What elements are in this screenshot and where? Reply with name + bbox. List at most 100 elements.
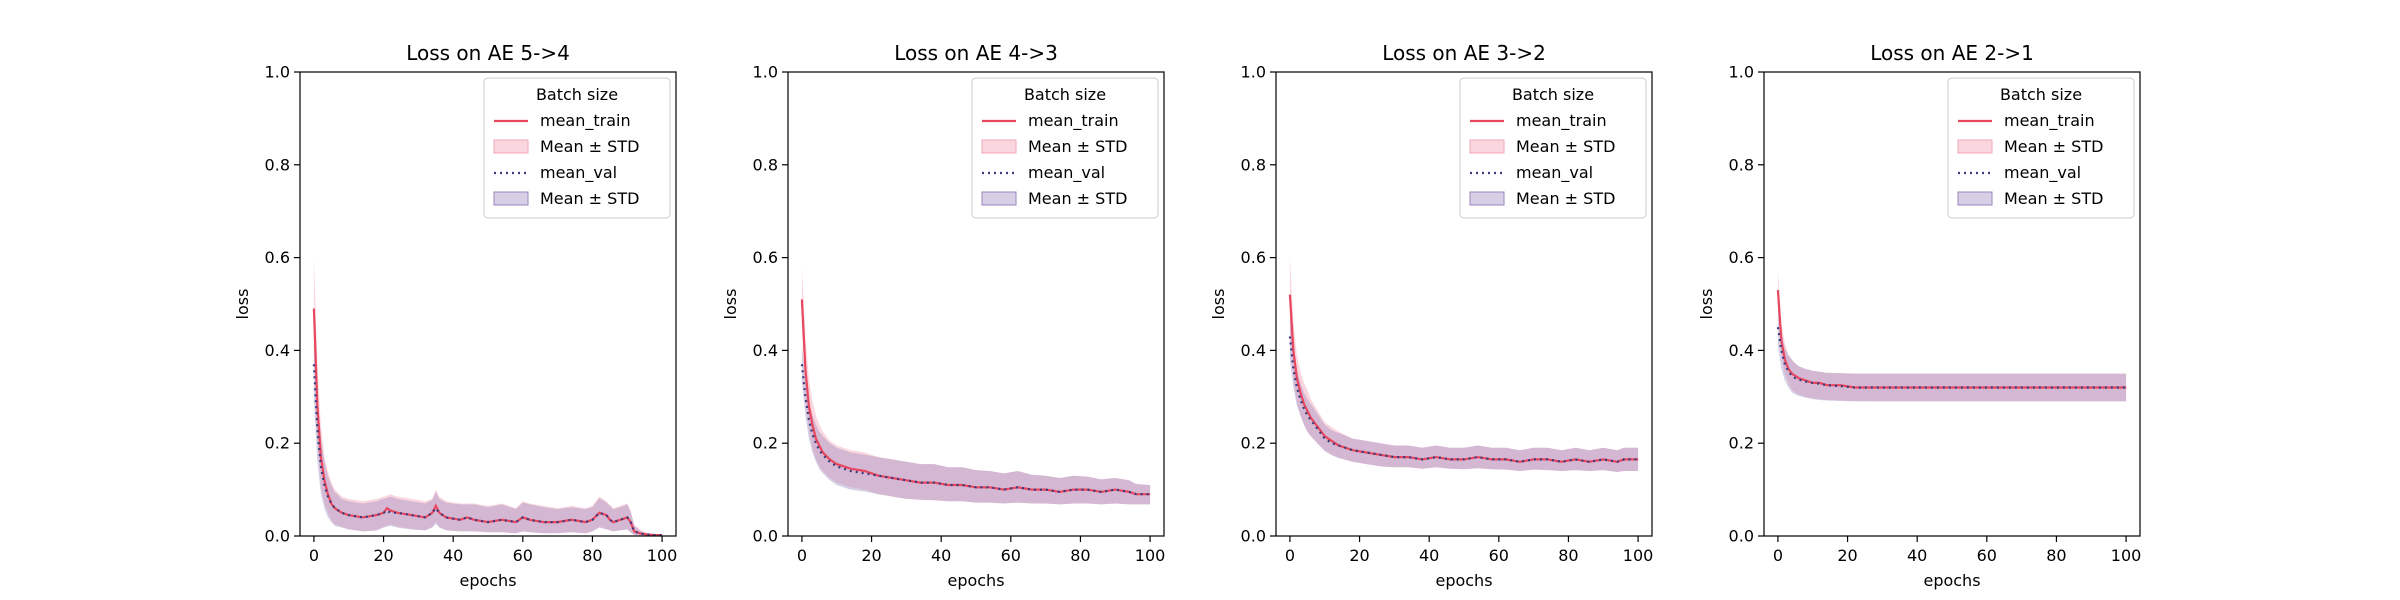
x-tick-label: 20 xyxy=(373,546,393,565)
val-std-band xyxy=(801,345,1151,505)
x-axis-label: epochs xyxy=(459,571,516,590)
legend-entry-label: mean_val xyxy=(1516,163,1593,183)
legend-entry-label: mean_train xyxy=(1028,111,1119,131)
legend-handle-val-band xyxy=(1957,191,1993,206)
legend-entry-label: Mean ± STD xyxy=(540,137,639,156)
legend-box xyxy=(483,77,671,219)
val-mean-line xyxy=(1776,327,2127,389)
y-tick-label: 0.0 xyxy=(1729,527,1754,546)
x-tick-label: 40 xyxy=(1419,546,1439,565)
axes-frame xyxy=(787,71,1165,537)
chart-title: Loss on AE 2->1 xyxy=(1870,41,2034,65)
legend-title: Batch size xyxy=(1512,85,1594,104)
y-tick-label: 0.6 xyxy=(1729,248,1754,267)
chart-panel-3: 0 20 40 60 80 100 0.0 0.2 0.4 0.6 0.8 1.0 Loss on AE… xyxy=(1209,41,1653,590)
y-tick-label: 1.0 xyxy=(753,63,778,82)
x-axis-label: epochs xyxy=(947,571,1004,590)
y-tick-label: 0.0 xyxy=(753,527,778,546)
legend: Batch size mean_train Mean ± STD mean_val Me… xyxy=(483,77,671,219)
axes-frame xyxy=(1763,71,2141,537)
legend-title: Batch size xyxy=(1024,85,1106,104)
legend-entry-label: Mean ± STD xyxy=(1028,137,1127,156)
x-tick-label: 0 xyxy=(797,546,807,565)
val-std-band xyxy=(313,327,663,536)
legend: Batch size mean_train Mean ± STD mean_val Me… xyxy=(1947,77,2135,219)
x-tick-label: 0 xyxy=(1285,546,1295,565)
legend-entry-label: Mean ± STD xyxy=(1516,137,1615,156)
x-tick-label: 20 xyxy=(1837,546,1857,565)
legend-entry-label: mean_val xyxy=(1028,163,1105,183)
legend-entry-label: mean_train xyxy=(540,111,631,131)
y-tick-label: 0.2 xyxy=(1241,434,1266,453)
chart-panel-2: 0 20 40 60 80 100 0.0 0.2 0.4 0.6 0.8 1.0 Loss on AE… xyxy=(721,41,1165,590)
chart-title: Loss on AE 3->2 xyxy=(1382,41,1546,65)
legend-title: Batch size xyxy=(2000,85,2082,104)
legend-handle-val-band xyxy=(981,191,1017,206)
y-tick-label: 0.2 xyxy=(1729,434,1754,453)
legend-box xyxy=(971,77,1159,219)
val-std-band xyxy=(1289,313,1639,472)
x-tick-label: 20 xyxy=(861,546,881,565)
x-tick-label: 60 xyxy=(1977,546,1997,565)
legend-handle-val-band xyxy=(493,191,529,206)
y-tick-label: 0.4 xyxy=(1241,341,1266,360)
x-tick-label: 80 xyxy=(1558,546,1578,565)
y-tick-label: 0.0 xyxy=(265,527,290,546)
legend-handle-train-band xyxy=(981,139,1017,154)
y-tick-label: 0.8 xyxy=(265,155,290,174)
x-tick-label: 0 xyxy=(1773,546,1783,565)
legend-title: Batch size xyxy=(536,85,618,104)
train-mean-line xyxy=(800,299,1151,496)
legend-entry-label: mean_train xyxy=(1516,111,1607,131)
y-tick-label: 0.0 xyxy=(1241,527,1266,546)
y-axis-label: loss xyxy=(1697,289,1716,320)
x-tick-label: 60 xyxy=(1001,546,1021,565)
y-tick-label: 0.8 xyxy=(753,155,778,174)
y-axis-label: loss xyxy=(1209,289,1228,320)
legend-entry-label: Mean ± STD xyxy=(1516,189,1615,208)
x-tick-label: 100 xyxy=(2111,546,2142,565)
y-tick-label: 0.4 xyxy=(753,341,778,360)
y-tick-label: 1.0 xyxy=(1241,63,1266,82)
val-mean-line xyxy=(312,364,663,537)
x-tick-label: 20 xyxy=(1349,546,1369,565)
y-tick-label: 0.8 xyxy=(1729,155,1754,174)
y-tick-label: 0.4 xyxy=(265,341,290,360)
train-std-band xyxy=(313,257,663,536)
val-mean-line xyxy=(1288,336,1639,463)
x-tick-label: 100 xyxy=(1623,546,1654,565)
x-tick-label: 60 xyxy=(513,546,533,565)
chart-panel-1: 0 20 40 60 80 100 0.0 0.2 0.4 0.6 0.8 1.0 Loss on AE… xyxy=(233,41,677,590)
legend: Batch size mean_train Mean ± STD mean_val Me… xyxy=(1459,77,1647,219)
legend: Batch size mean_train Mean ± STD mean_val Me… xyxy=(971,77,1159,219)
x-axis-label: epochs xyxy=(1435,571,1492,590)
legend-handle-train-band xyxy=(1957,139,1993,154)
x-tick-label: 40 xyxy=(443,546,463,565)
legend-handle-train-band xyxy=(1469,139,1505,154)
axes-frame xyxy=(1275,71,1653,537)
train-std-band xyxy=(801,266,1151,505)
y-tick-label: 0.6 xyxy=(753,248,778,267)
x-axis-label: epochs xyxy=(1923,571,1980,590)
x-tick-label: 80 xyxy=(2046,546,2066,565)
y-tick-label: 1.0 xyxy=(265,63,290,82)
legend-handle-val-band xyxy=(1469,191,1505,206)
x-tick-label: 80 xyxy=(582,546,602,565)
legend-entry-label: Mean ± STD xyxy=(1028,189,1127,208)
x-tick-label: 100 xyxy=(647,546,678,565)
legend-entry-label: Mean ± STD xyxy=(2004,189,2103,208)
x-tick-label: 0 xyxy=(309,546,319,565)
y-axis-label: loss xyxy=(721,289,740,320)
y-axis-label: loss xyxy=(233,289,252,320)
val-std-band xyxy=(1777,308,2127,402)
y-tick-label: 0.4 xyxy=(1729,341,1754,360)
legend-handle-train-band xyxy=(493,139,529,154)
y-tick-label: 1.0 xyxy=(1729,63,1754,82)
axes-frame xyxy=(299,71,677,537)
legend-box xyxy=(1459,77,1647,219)
y-tick-label: 0.8 xyxy=(1241,155,1266,174)
x-tick-label: 40 xyxy=(1907,546,1927,565)
y-tick-label: 0.2 xyxy=(753,434,778,453)
train-std-band xyxy=(1289,257,1639,472)
legend-entry-label: mean_val xyxy=(2004,163,2081,183)
